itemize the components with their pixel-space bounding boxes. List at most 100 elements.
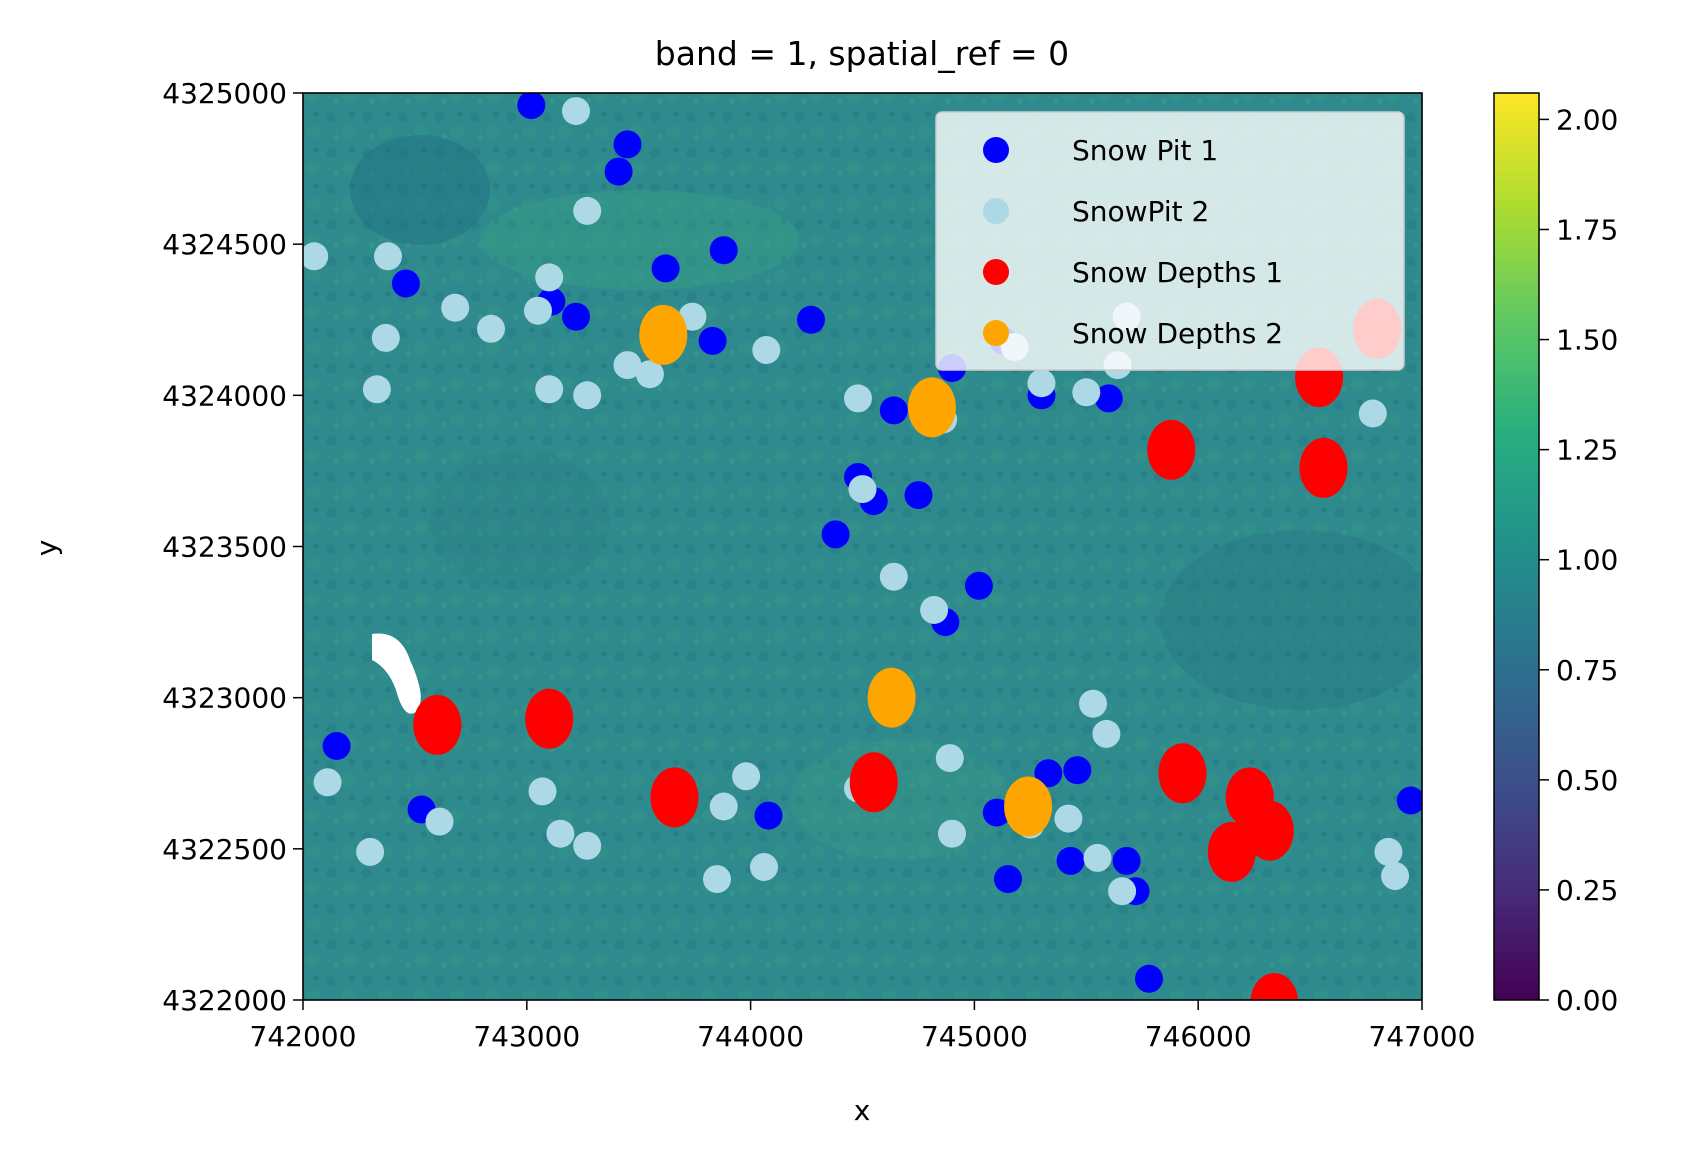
colorbar-tick-label: 1.75 — [1556, 213, 1618, 246]
point-snow-depths-1-6 — [650, 767, 699, 828]
y-tick-label: 4322500 — [162, 833, 287, 866]
point-snowpit-2-40 — [1083, 843, 1112, 872]
chart-title: band = 1, spatial_ref = 0 — [655, 34, 1069, 73]
point-snowpit-2-15 — [573, 381, 602, 410]
y-tick-label: 4324000 — [162, 379, 287, 412]
y-tick-label: 4324500 — [162, 228, 287, 261]
point-snowpit-2-38 — [356, 837, 385, 866]
point-snow-pit-1-7 — [562, 302, 590, 331]
point-snowpit-2-26 — [1092, 719, 1121, 748]
legend-label: Snow Depths 1 — [1072, 256, 1283, 289]
point-snowpit-2-3 — [374, 242, 402, 271]
point-snowpit-2-16 — [844, 384, 872, 413]
point-snow-depths-2-3 — [1004, 776, 1053, 837]
point-snowpit-2-44 — [1374, 837, 1403, 866]
point-snow-pit-1-32 — [1396, 786, 1422, 815]
point-snowpit-2-11 — [613, 351, 642, 380]
point-snow-pit-1-19 — [964, 571, 993, 600]
colorbar-tick-label: 0.25 — [1556, 874, 1618, 907]
point-snow-pit-1-5 — [651, 254, 680, 283]
point-snowpit-2-2 — [303, 242, 329, 271]
point-snow-depths-2-2 — [867, 667, 916, 728]
point-snow-pit-1-14 — [1094, 384, 1123, 413]
point-snow-depths-1-4 — [413, 694, 462, 755]
point-snowpit-2-23 — [879, 562, 908, 591]
y-tick-label: 4323000 — [162, 682, 287, 715]
point-snowpit-2-0 — [562, 97, 590, 126]
y-axis: 4322000 4322500 4323000 4323500 4324000 43245… — [162, 77, 303, 1017]
point-snowpit-2-25 — [1079, 689, 1107, 718]
x-tick-label: 747000 — [1369, 1020, 1476, 1053]
colorbar-tick-label: 1.25 — [1556, 434, 1618, 467]
point-snow-depths-1-7 — [849, 752, 898, 813]
y-axis-label: y — [30, 540, 63, 557]
point-snowpit-2-14 — [535, 375, 564, 404]
point-snowpit-2-13 — [362, 375, 391, 404]
colorbar-tick-label: 1.50 — [1556, 324, 1618, 357]
point-snowpit-2-6 — [477, 314, 505, 343]
legend-label: SnowPit 2 — [1072, 195, 1209, 228]
point-snowpit-2-30 — [732, 762, 761, 791]
point-snow-depths-1-8 — [1158, 743, 1207, 804]
colorbar-gradient — [1494, 93, 1539, 1000]
point-snowpit-2-39 — [938, 819, 966, 848]
point-snowpit-2-5 — [441, 293, 470, 322]
point-snow-pit-1-23 — [754, 801, 783, 830]
point-snow-pit-1-29 — [994, 865, 1022, 894]
point-snowpit-2-10 — [752, 336, 781, 364]
point-snowpit-2-17 — [1027, 369, 1056, 398]
point-snowpit-2-12 — [635, 360, 664, 389]
point-snowpit-2-1 — [573, 196, 602, 225]
point-snow-pit-1-31 — [1135, 964, 1163, 993]
point-snow-depths-2-0 — [639, 304, 688, 365]
point-snow-depths-1-5 — [525, 688, 574, 749]
point-snow-pit-1-18 — [821, 520, 850, 549]
point-snowpit-2-7 — [524, 296, 552, 325]
x-tick-label: 742000 — [250, 1020, 357, 1053]
point-snow-pit-1-0 — [517, 93, 546, 120]
legend-label: Snow Depths 2 — [1072, 317, 1283, 350]
legend-marker — [983, 320, 1009, 346]
legend-marker — [983, 198, 1009, 224]
x-tick-label: 745000 — [921, 1020, 1028, 1053]
legend: Snow Pit 1 SnowPit 2 Snow Depths 1 Snow Dep… — [935, 111, 1405, 371]
point-snow-depths-1-11 — [1207, 821, 1256, 882]
point-snow-pit-1-27 — [1056, 846, 1085, 875]
legend-box — [935, 111, 1405, 371]
colorbar-tick-label: 2.00 — [1556, 103, 1618, 136]
point-snow-pit-1-28 — [1112, 846, 1141, 875]
x-axis: 742000 743000 744000 745000 746000 747000 — [250, 1000, 1476, 1053]
point-snow-depths-1-10 — [1245, 800, 1294, 861]
colorbar-frame — [1493, 92, 1540, 1001]
point-snowpit-2-8 — [371, 323, 400, 352]
point-snow-pit-1-4 — [391, 269, 420, 298]
point-snow-pit-1-24 — [982, 798, 1011, 827]
point-snow-pit-1-2 — [604, 157, 633, 186]
x-tick-label: 744000 — [697, 1020, 804, 1053]
point-snow-depths-2-1 — [907, 377, 956, 438]
point-snowpit-2-27 — [935, 744, 964, 773]
point-snowpit-2-43 — [1108, 877, 1137, 906]
point-snowpit-2-31 — [709, 792, 738, 821]
point-snow-depths-1-2 — [1299, 437, 1348, 498]
legend-label: Snow Pit 1 — [1072, 134, 1218, 167]
point-snow-depths-1-3 — [1147, 419, 1196, 480]
point-snow-pit-1-26 — [1063, 756, 1092, 785]
y-tick-label: 4323500 — [162, 531, 287, 564]
point-snowpit-2-21 — [1358, 399, 1387, 428]
point-snow-pit-1-1 — [613, 130, 642, 159]
point-snow-pit-1-9 — [698, 326, 727, 355]
point-snow-pit-1-8 — [797, 305, 825, 334]
point-snowpit-2-4 — [535, 263, 564, 292]
point-snow-pit-1-25 — [1034, 759, 1063, 788]
point-snow-pit-1-17 — [904, 481, 933, 510]
point-snowpit-2-42 — [750, 853, 778, 881]
legend-marker — [983, 137, 1009, 163]
colorbar-tick-label: 0.50 — [1556, 764, 1618, 797]
x-tick-label: 746000 — [1145, 1020, 1252, 1053]
point-snow-pit-1-3 — [709, 236, 738, 265]
colorbar-tick-label: 0.00 — [1556, 984, 1618, 1017]
point-snowpit-2-45 — [1381, 862, 1410, 890]
y-tick-label: 4322000 — [162, 984, 287, 1017]
point-snowpit-2-41 — [703, 865, 731, 894]
